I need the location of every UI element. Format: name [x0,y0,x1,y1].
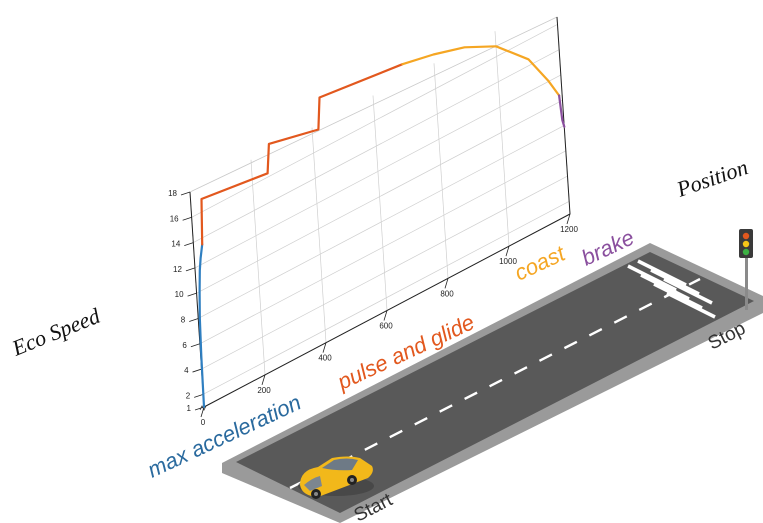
right-axis-line [556,16,571,215]
series-line-coast [401,45,561,97]
x-tick-label: 0 [201,418,206,427]
y-gridline [203,201,570,395]
x-tick-mark [261,374,266,385]
y-tick-mark [182,216,192,221]
y-gridline [196,99,563,294]
y-gridline [198,125,565,319]
road-center-line [289,277,701,490]
axis-break-icon [199,405,207,411]
y-gridline [201,175,568,370]
y-tick-mark [185,267,196,272]
y-gridline [193,49,560,243]
y-tick-label: 18 [168,189,177,198]
x-tick-mark [566,213,571,225]
y-gridline [194,74,562,269]
y-axis-title: Eco Speed [8,303,105,361]
x-gridline [494,31,510,247]
series-line-brake [557,94,566,128]
x-tick-mark [383,310,388,321]
y-tick-label: 14 [171,240,180,249]
y-tick-mark [194,393,204,398]
car [298,456,374,499]
series-line-max-acceleration [198,243,206,409]
x-gridline [250,159,266,375]
y-gridline [191,23,558,218]
y-tick-label: 12 [173,265,182,274]
x-tick-label: 200 [257,386,271,395]
y-tick-label: 1 [187,404,192,413]
y-gridline [199,150,567,345]
x-axis-ticks: 0 200 400 600 800 1000 1200 [200,213,578,427]
x-axis-title: Position [673,154,751,202]
traffic-light [739,229,753,310]
speed-profile [198,45,566,409]
x-tick-label: 800 [440,289,454,298]
road-scene: Start Stop [222,229,763,523]
y-tick-label: 16 [170,214,179,223]
y-tick-mark [190,343,201,348]
x-gridline [433,63,449,279]
crosswalk [627,259,716,319]
y-tick-mark [184,242,194,246]
x-gridline [311,127,327,343]
y-tick-label: 4 [184,366,189,375]
y-tick-label: 2 [186,391,191,400]
y-tick-label: 6 [182,341,187,350]
x-tick-label: 1200 [560,225,578,234]
x-tick-label: 400 [318,354,332,363]
x-tick-mark [322,342,327,353]
grid-lines [191,23,570,395]
y-tick-label: 10 [175,290,184,299]
y-tick-mark [189,318,199,322]
label-coast: coast [511,240,570,285]
x-tick-label: 1000 [499,257,517,266]
x-tick-mark [444,278,449,289]
series-line-pulse-and-glide [200,63,404,246]
y-tick-mark [180,191,191,196]
x-gridline [372,95,388,311]
y-tick-mark [187,292,197,297]
y-tick-label: 8 [181,315,186,324]
y-tick-mark [192,368,202,373]
x-tick-label: 600 [379,322,393,331]
x-tick-mark [505,246,510,257]
